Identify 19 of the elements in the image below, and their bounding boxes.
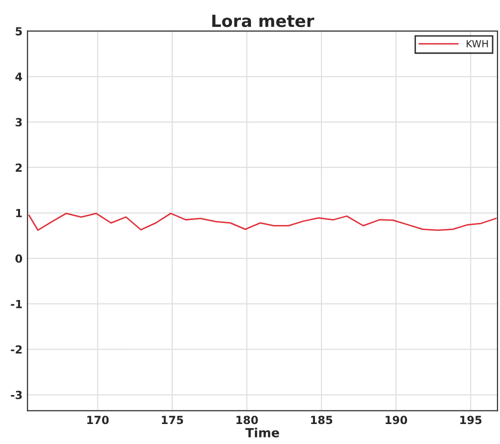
y-tick-label: 4 bbox=[15, 72, 22, 81]
x-tick-label: 175 bbox=[162, 416, 184, 424]
y-tick-label: 0 bbox=[15, 254, 22, 263]
chart-title: Lora meter bbox=[212, 14, 314, 28]
y-tick-label: 1 bbox=[16, 209, 22, 218]
x-tick-label: 180 bbox=[236, 416, 258, 424]
x-tick-label: 170 bbox=[87, 416, 109, 424]
y-tick-label: -1 bbox=[10, 300, 22, 308]
y-tick-label: -3 bbox=[10, 390, 22, 400]
y-tick-label: 3 bbox=[16, 118, 22, 126]
x-tick-label: 195 bbox=[460, 416, 482, 424]
y-tick-label: 5 bbox=[16, 27, 22, 36]
x-tick-label: 185 bbox=[311, 416, 332, 424]
y-tick-label: -2 bbox=[10, 345, 22, 354]
y-tick-label: 2 bbox=[16, 163, 22, 172]
x-tick-label: 190 bbox=[386, 416, 408, 424]
line-series bbox=[28, 212, 497, 231]
x-axis-title: Time bbox=[245, 428, 280, 438]
legend-label: KWH bbox=[466, 40, 488, 48]
